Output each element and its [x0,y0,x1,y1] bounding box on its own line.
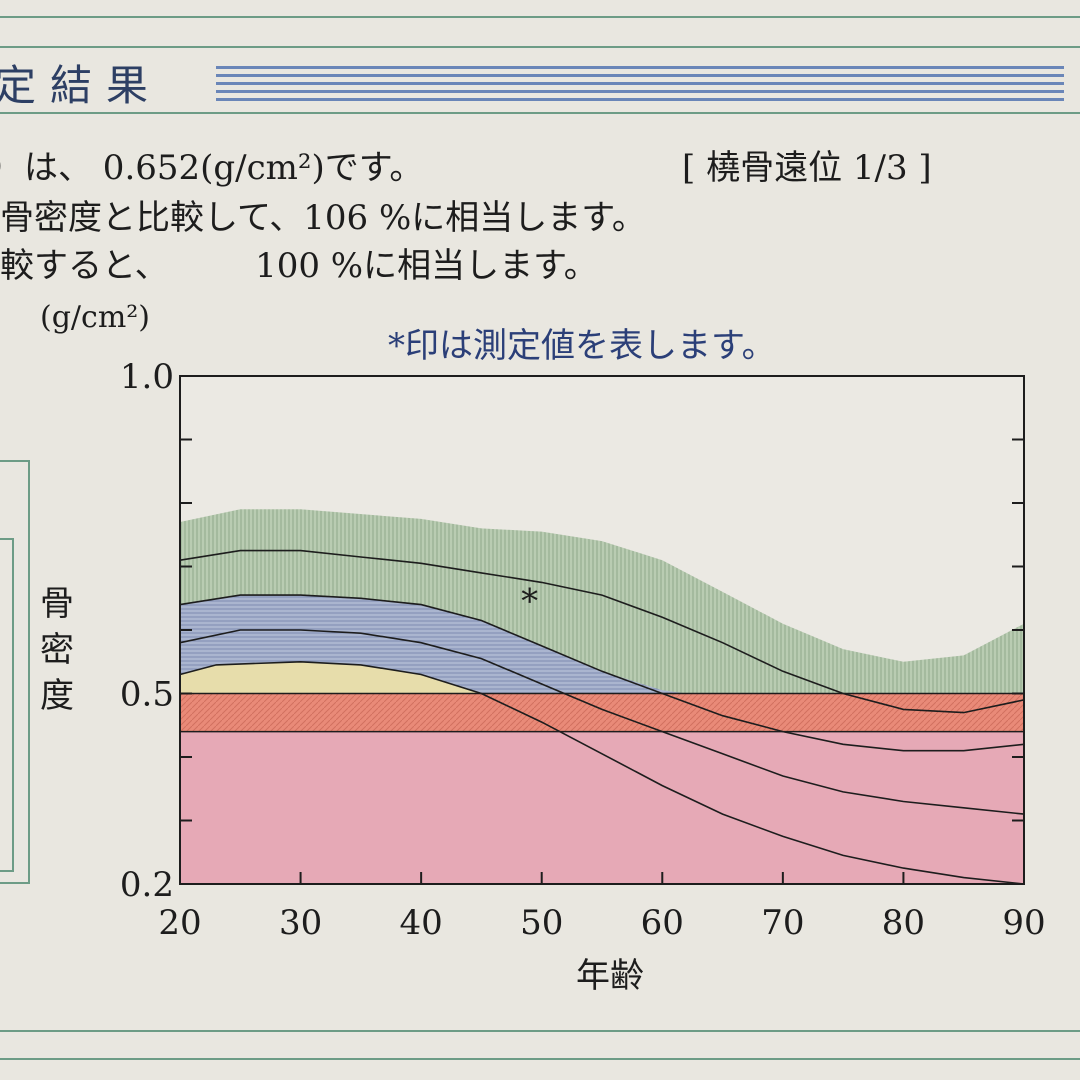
bottom-rule-2 [0,1058,1080,1060]
band-yellow [180,661,482,694]
x-tick-label-20: 20 [158,903,201,943]
result-line-2: 骨密度と比較して、106 %に相当します。 [0,198,646,238]
x-tick-label-90: 90 [1002,903,1045,943]
reference-band-orange [180,693,1024,732]
top-rule [0,16,1080,18]
y-tick-label-0.2: 0.2 [120,865,174,905]
reference-band-pink [180,731,1024,884]
bottom-rule [0,1030,1080,1032]
site-label: [ 橈骨遠位 1/3 ] [682,148,932,188]
header-decoration [216,66,1064,104]
x-tick-label-40: 40 [400,903,443,943]
measurement-marker: * [521,581,538,621]
x-tick-label-30: 30 [279,903,322,943]
curve-1 [179,549,1025,714]
x-tick-label-70: 70 [761,903,804,943]
header-rule [0,46,1080,48]
header-bottom-rule [0,112,1080,114]
y-tick-label-0.5: 0.5 [120,675,174,715]
x-tick-label-80: 80 [882,903,925,943]
y-tick-label-1.0: 1.0 [120,357,174,397]
result-line-3: 較すると、 100 %に相当します。 [0,246,598,286]
x-tick-label-50: 50 [520,903,563,943]
curve-4 [179,660,1025,885]
marker-note: *印は測定値を表します。 [388,326,776,366]
page-title: 定結果 [0,61,163,110]
result-line-1: ）は、 0.652(g/cm²)です。 [0,148,424,188]
x-axis-title: 年齢 [576,956,644,996]
curve-2 [179,594,1025,752]
y-axis-label-char-3: 度 [40,676,74,716]
side-panel-inner [0,538,14,872]
side-panel-outer [0,460,30,884]
y-unit-label: (g/cm²) [40,300,150,335]
y-axis-label-char-2: 密 [40,630,74,670]
x-tick-label-60: 60 [641,903,684,943]
y-axis-label-char-1: 骨 [40,584,74,624]
curve-3 [179,629,1025,815]
